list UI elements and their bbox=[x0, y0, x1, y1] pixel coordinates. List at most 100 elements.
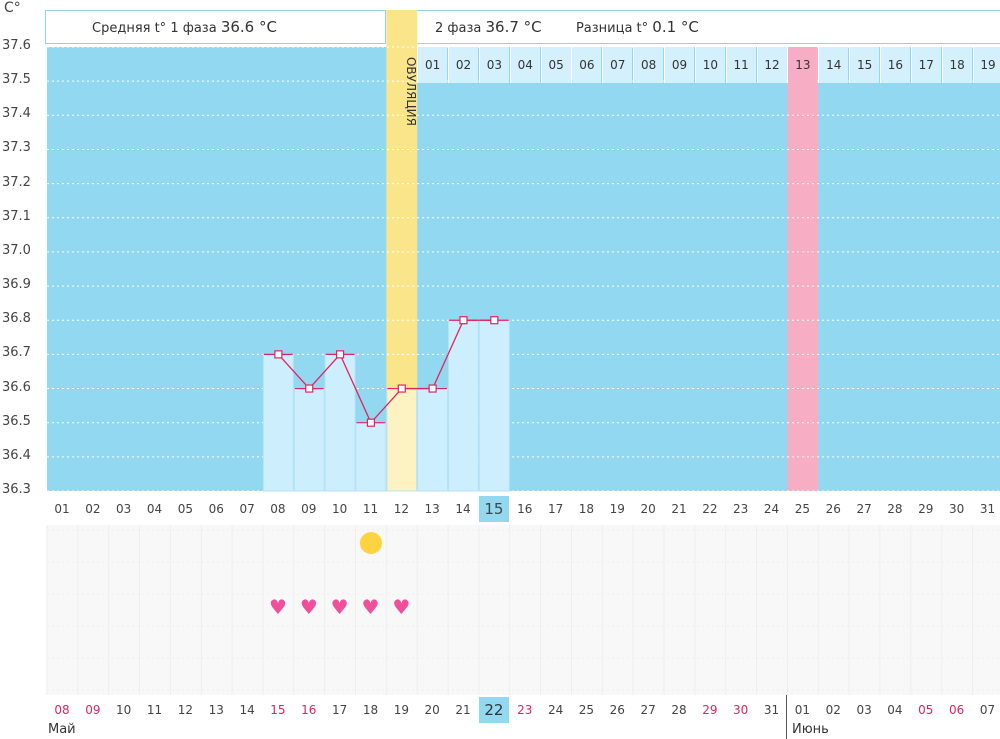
phase2-day: 09 bbox=[664, 47, 694, 83]
temp-bar bbox=[355, 422, 387, 492]
cycle-day[interactable]: 09 bbox=[301, 502, 317, 516]
calendar-date[interactable]: 06 bbox=[949, 703, 965, 717]
calendar-date[interactable]: 07 bbox=[979, 703, 996, 717]
cycle-day[interactable]: 07 bbox=[239, 502, 255, 516]
phase2-day: 13 bbox=[787, 47, 818, 83]
calendar-date[interactable]: 09 bbox=[85, 703, 101, 717]
cycle-day[interactable]: 22 bbox=[702, 502, 718, 516]
cycle-day[interactable]: 31 bbox=[979, 502, 996, 516]
temp-bar bbox=[478, 319, 510, 492]
month-may: Май bbox=[48, 722, 76, 737]
cycle-day[interactable]: 01 bbox=[54, 502, 70, 516]
phase2-label: 2 фаза bbox=[435, 21, 482, 36]
calendar-date[interactable]: 15 bbox=[270, 703, 286, 717]
y-tick-label: 36.5 bbox=[2, 413, 31, 429]
calendar-date[interactable]: 24 bbox=[547, 703, 564, 717]
calendar-date[interactable]: 28 bbox=[671, 703, 687, 717]
diff-label: Разница t° bbox=[575, 21, 649, 36]
phase2-day: 19 bbox=[972, 47, 1000, 83]
temp-point bbox=[305, 384, 314, 393]
cycle-day[interactable]: 14 bbox=[455, 502, 471, 516]
cycle-day[interactable]: 16 bbox=[517, 502, 533, 516]
cycle-day[interactable]: 25 bbox=[794, 502, 811, 516]
ovulation-label: ОВУЛЯЦИЯ bbox=[404, 57, 418, 126]
y-tick-label: 36.3 bbox=[2, 482, 31, 497]
cycle-day[interactable]: 21 bbox=[671, 502, 687, 516]
month-june: Июнь bbox=[792, 722, 829, 737]
cycle-day[interactable]: 24 bbox=[763, 502, 780, 516]
cycle-day[interactable]: 06 bbox=[208, 502, 224, 516]
cycle-day[interactable]: 08 bbox=[270, 502, 286, 516]
temp-point bbox=[428, 384, 437, 393]
calendar-date[interactable]: 01 bbox=[794, 703, 811, 717]
cycle-day[interactable]: 20 bbox=[640, 502, 656, 516]
calendar-date[interactable]: 14 bbox=[239, 703, 255, 717]
phase2-summary: 2 фаза 36.7 °C Разница t° 0.1 °C bbox=[416, 10, 1000, 44]
cycle-day[interactable]: 23 bbox=[733, 502, 749, 516]
ovulation-marker-icon bbox=[359, 532, 382, 554]
calendar-date[interactable]: 13 bbox=[208, 703, 224, 717]
phase2-day: 17 bbox=[910, 47, 941, 83]
phase2-day: 16 bbox=[879, 47, 910, 83]
cycle-day[interactable]: 12 bbox=[393, 502, 409, 516]
heart-icon: ♥ bbox=[361, 595, 380, 619]
temp-line bbox=[277, 319, 495, 424]
y-tick-label: 37.4 bbox=[2, 106, 31, 122]
calendar-date[interactable]: 17 bbox=[332, 703, 348, 717]
cycle-day[interactable]: 05 bbox=[177, 502, 194, 516]
cycle-day[interactable]: 13 bbox=[424, 502, 440, 516]
calendar-date[interactable]: 16 bbox=[301, 703, 317, 717]
cycle-day[interactable]: 02 bbox=[85, 502, 101, 516]
cycle-day[interactable]: 15 bbox=[478, 496, 509, 522]
calendar-date[interactable]: 19 bbox=[393, 703, 409, 717]
plot-background bbox=[47, 47, 1000, 491]
temp-point bbox=[335, 350, 345, 359]
marked-day-column bbox=[787, 47, 819, 491]
cycle-day[interactable]: 04 bbox=[146, 502, 163, 516]
calendar-date[interactable]: 04 bbox=[887, 703, 903, 717]
calendar-date[interactable]: 20 bbox=[424, 703, 440, 717]
calendar-date[interactable]: 02 bbox=[825, 703, 841, 717]
cycle-day[interactable]: 30 bbox=[949, 502, 965, 516]
phase2-day: 06 bbox=[571, 47, 602, 83]
calendar-date[interactable]: 18 bbox=[362, 703, 379, 717]
calendar-date[interactable]: 26 bbox=[609, 703, 625, 717]
calendar-date[interactable]: 12 bbox=[177, 703, 194, 717]
calendar-date[interactable]: 22 bbox=[478, 697, 509, 723]
calendar-date[interactable]: 08 bbox=[54, 703, 70, 717]
calendar-date[interactable]: 23 bbox=[517, 703, 533, 717]
calendar-date[interactable]: 10 bbox=[116, 703, 132, 717]
calendar-date[interactable]: 11 bbox=[146, 703, 163, 717]
calendar-date[interactable]: 27 bbox=[640, 703, 656, 717]
cycle-day[interactable]: 11 bbox=[362, 502, 379, 516]
calendar-date[interactable]: 30 bbox=[733, 703, 749, 717]
calendar-date[interactable]: 25 bbox=[578, 703, 595, 717]
phase2-day: 10 bbox=[694, 47, 725, 83]
calendar-date[interactable]: 29 bbox=[702, 703, 718, 717]
calendar-date[interactable]: 03 bbox=[856, 703, 872, 717]
calendar-date[interactable]: 31 bbox=[763, 703, 780, 717]
cycle-day[interactable]: 26 bbox=[825, 502, 841, 516]
cycle-day[interactable]: 17 bbox=[547, 502, 564, 516]
cycle-day[interactable]: 18 bbox=[578, 502, 595, 516]
cycle-day[interactable]: 27 bbox=[856, 502, 872, 516]
phase2-day: 15 bbox=[849, 47, 880, 83]
calendar-date[interactable]: 21 bbox=[455, 703, 471, 717]
cycle-day[interactable]: 28 bbox=[887, 502, 903, 516]
cycle-day[interactable]: 29 bbox=[918, 502, 934, 516]
y-tick-label: 36.8 bbox=[2, 311, 31, 327]
temp-bar bbox=[293, 388, 325, 492]
cycle-day[interactable]: 19 bbox=[609, 502, 625, 516]
phase2-day: 02 bbox=[448, 47, 479, 83]
y-tick-label: 37.3 bbox=[2, 140, 31, 156]
temp-bar bbox=[417, 388, 449, 492]
heart-icon: ♥ bbox=[268, 595, 287, 619]
temp-point bbox=[490, 316, 499, 325]
cycle-day[interactable]: 10 bbox=[332, 502, 348, 516]
cycle-day[interactable]: 03 bbox=[116, 502, 132, 516]
y-tick-label: 37.0 bbox=[2, 242, 31, 258]
temp-bar bbox=[262, 353, 294, 492]
calendar-date[interactable]: 05 bbox=[918, 703, 934, 717]
